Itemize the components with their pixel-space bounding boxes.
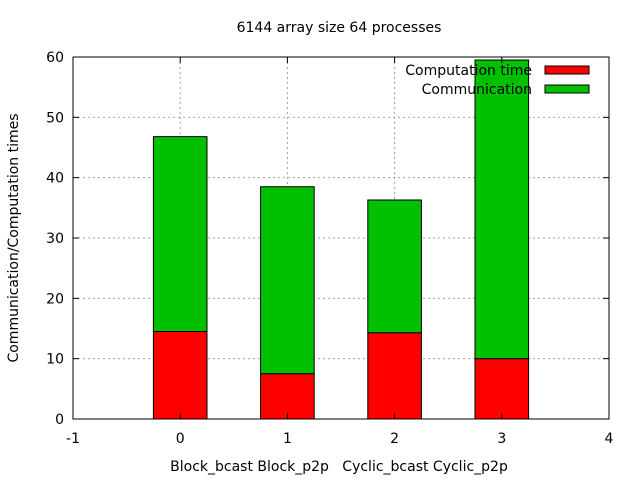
x-tick-label: -1	[66, 431, 80, 447]
x-tick-label: 1	[283, 431, 292, 447]
legend-label: Computation time	[405, 63, 532, 79]
x-axis-label: Block_bcast Block_p2p Cyclic_bcast Cycli…	[170, 459, 508, 475]
bar-computation-1	[260, 373, 315, 420]
legend-swatch	[544, 65, 590, 75]
y-tick-label: 10	[46, 352, 64, 368]
chart-title: 6144 array size 64 processes	[237, 20, 442, 36]
y-tick-label: 0	[55, 412, 64, 428]
bar-communication-3	[474, 59, 530, 360]
legend: Computation time Communication	[405, 63, 590, 98]
x-tick-label: 0	[176, 431, 185, 447]
axis-ticks	[72, 56, 610, 420]
bars	[152, 59, 530, 420]
y-tick-label: 50	[46, 110, 64, 126]
legend-swatch	[544, 84, 590, 94]
legend-label: Communication	[422, 82, 532, 98]
y-tick-label: 30	[46, 231, 64, 247]
x-tick-label: 2	[390, 431, 399, 447]
bar-communication-1	[260, 186, 315, 375]
bar-communication-0	[152, 136, 208, 333]
bar-computation-0	[152, 331, 208, 420]
x-tick-label: 3	[497, 431, 506, 447]
y-axis-label: Communication/Computation times	[6, 113, 22, 362]
y-tick-label: 60	[46, 50, 64, 66]
y-tick-label: 20	[46, 291, 64, 307]
bar-computation-3	[474, 358, 530, 420]
bar-computation-2	[367, 332, 422, 420]
y-tick-label: 40	[46, 171, 64, 187]
x-tick-label: 4	[605, 431, 614, 447]
bar-communication-2	[367, 199, 422, 334]
